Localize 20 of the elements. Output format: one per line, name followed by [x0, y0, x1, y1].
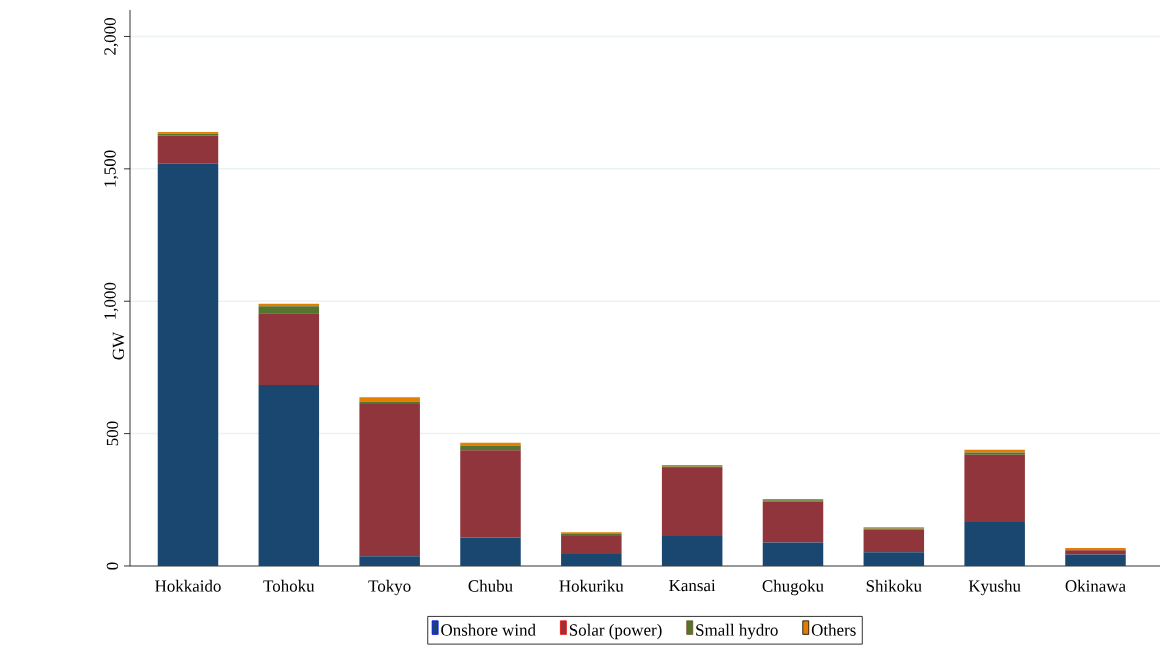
y-tick-label: 1,500 [104, 150, 119, 187]
x-tick-label: Hokuriku [559, 579, 624, 592]
x-tick-label: Chugoku [762, 579, 824, 596]
x-tick-label: Chubu [468, 579, 513, 592]
x-tick-label: Tokyo [368, 579, 411, 596]
x-tick-label: Hokkaido [155, 579, 221, 592]
y-tick-label: 2,000 [104, 18, 119, 55]
legend-label: Onshore wind [441, 623, 536, 636]
legend-label: Solar (power) [569, 623, 662, 640]
x-tick-label: Okinawa [1065, 579, 1126, 592]
y-tick-label: 1,000 [104, 282, 119, 319]
y-axis-title: GW [112, 331, 125, 360]
x-tick-label: Kansai [669, 579, 716, 592]
legend-label: Small hydro [696, 623, 778, 640]
y-tick-label: 500 [106, 421, 119, 446]
x-tick-label: Kyushu [968, 579, 1021, 596]
x-tick-label: Tohoku [263, 579, 315, 592]
x-tick-label: Shikoku [866, 579, 922, 592]
y-tick-label: 0 [106, 562, 119, 570]
legend-label: Others [811, 623, 856, 636]
